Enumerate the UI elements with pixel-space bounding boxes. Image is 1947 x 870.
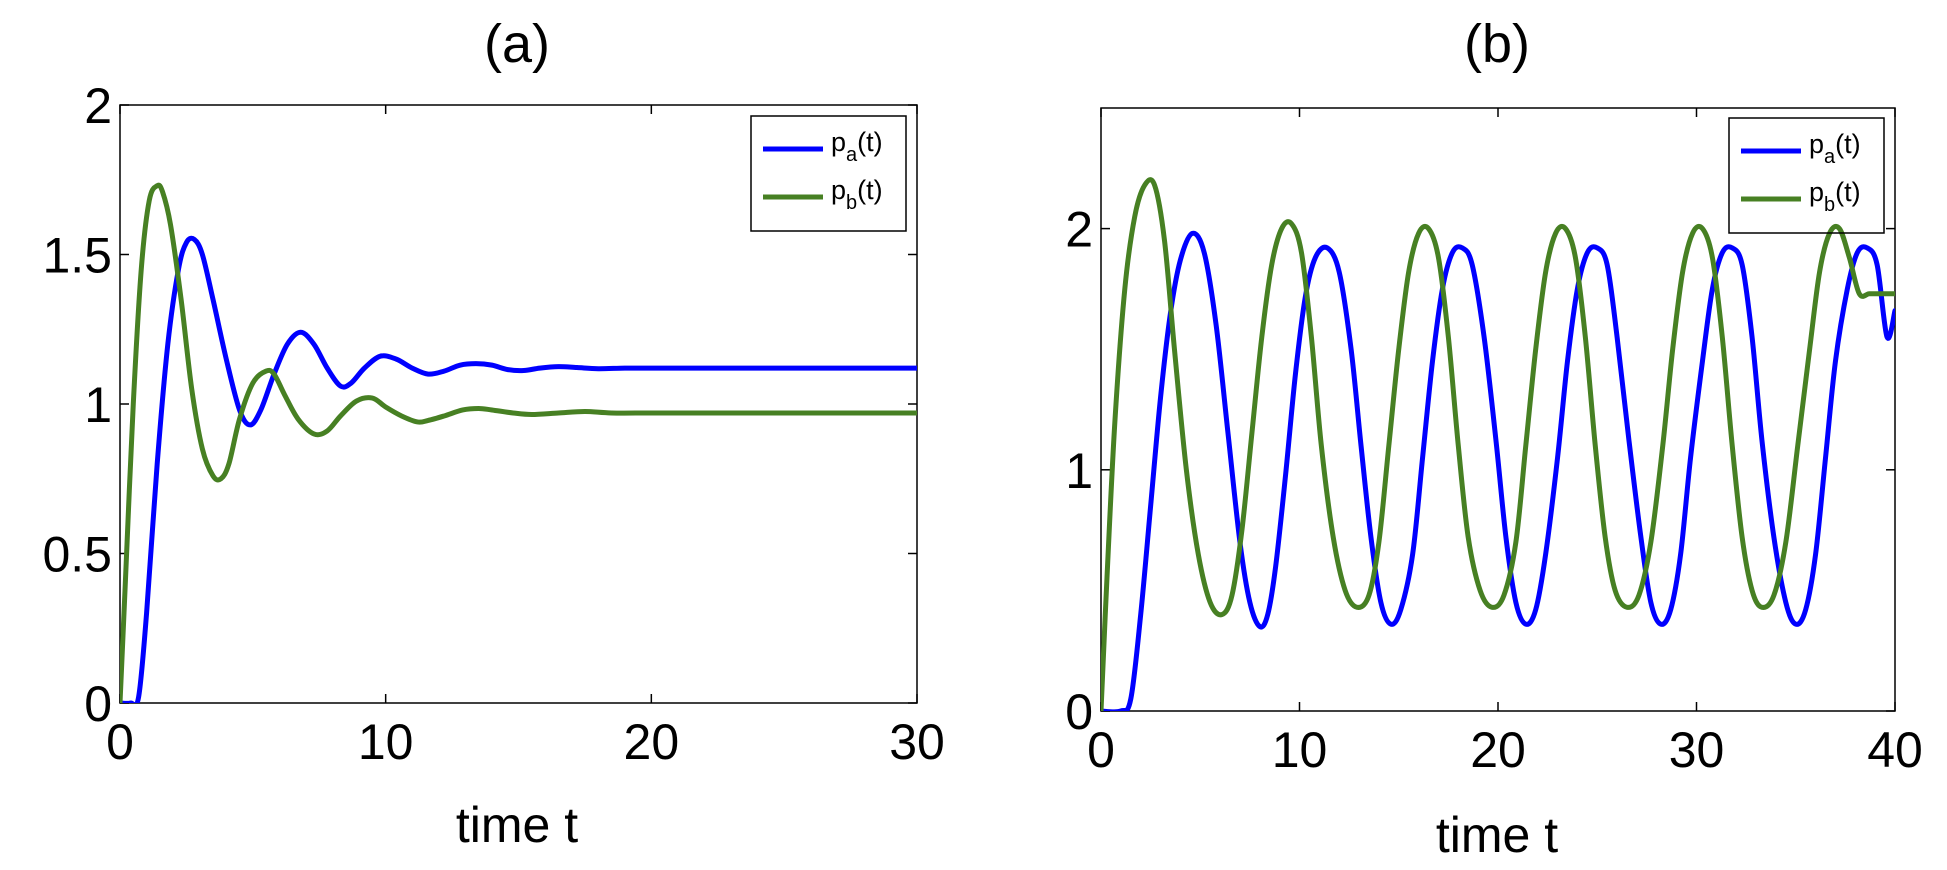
panel-a-y-tick-label: 1.5 xyxy=(42,228,112,284)
panel-a-ticks: 0 10 20 30 0 0.5 1 1.5 2 xyxy=(42,78,944,770)
chart-panel-b: (b) 0 10 20 30 40 0 1 2 time t pa(t) pb(t) xyxy=(1065,14,1923,863)
panel-b-y-tick-label: 2 xyxy=(1065,202,1093,258)
panel-a-legend-label-a: pa(t) xyxy=(831,127,883,166)
panel-b-x-tick-label: 20 xyxy=(1470,722,1526,778)
panel-a-x-tick-label: 0 xyxy=(106,714,134,770)
panel-a-series-a-line xyxy=(120,235,917,703)
panel-a-y-tick-label: 2 xyxy=(84,78,112,134)
panel-b-x-tick-label: 0 xyxy=(1087,722,1115,778)
panel-a-x-tick-label: 20 xyxy=(624,714,680,770)
panel-b-legend: pa(t) pb(t) xyxy=(1728,117,1885,234)
panel-a-series xyxy=(120,182,917,703)
panel-b-title: (b) xyxy=(1464,14,1530,74)
panel-a-x-tick-label: 30 xyxy=(889,714,945,770)
panel-b-x-tick-label: 40 xyxy=(1867,722,1923,778)
panel-a-title: (a) xyxy=(484,14,550,74)
panel-a-y-tick-label: 0.5 xyxy=(42,527,112,583)
panel-a-legend-label-b: pb(t) xyxy=(831,175,883,214)
panel-a-series-b-line xyxy=(120,182,917,703)
panel-b-series-a-line xyxy=(1101,230,1895,711)
panel-b-x-tick-label: 30 xyxy=(1669,722,1725,778)
panel-a-y-tick-label: 1 xyxy=(84,377,112,433)
panel-b-legend-label-b: pb(t) xyxy=(1809,177,1861,216)
panel-b-legend-box xyxy=(1728,117,1885,234)
panel-b-series xyxy=(1101,177,1895,711)
panel-b-y-tick-label: 1 xyxy=(1065,443,1093,499)
panel-b-x-tick-label: 10 xyxy=(1272,722,1328,778)
panel-b-ticks: 0 10 20 30 40 0 1 2 xyxy=(1065,108,1923,778)
panel-b-y-tick-label: 0 xyxy=(1065,684,1093,740)
panel-a-legend-box xyxy=(750,115,907,232)
panel-a-x-axis-label: time t xyxy=(456,797,578,853)
chart-panel-a: (a) 0 10 20 30 0 0.5 1 1.5 2 time t pa(t) pb(t) xyxy=(42,14,944,853)
panel-b-series-b-line xyxy=(1101,177,1895,711)
panel-a-x-tick-label: 10 xyxy=(358,714,414,770)
panel-b-x-axis-label: time t xyxy=(1436,807,1558,863)
panel-a-legend: pa(t) pb(t) xyxy=(750,115,907,232)
panel-a-y-tick-label: 0 xyxy=(84,676,112,732)
panel-b-legend-label-a: pa(t) xyxy=(1809,129,1861,168)
